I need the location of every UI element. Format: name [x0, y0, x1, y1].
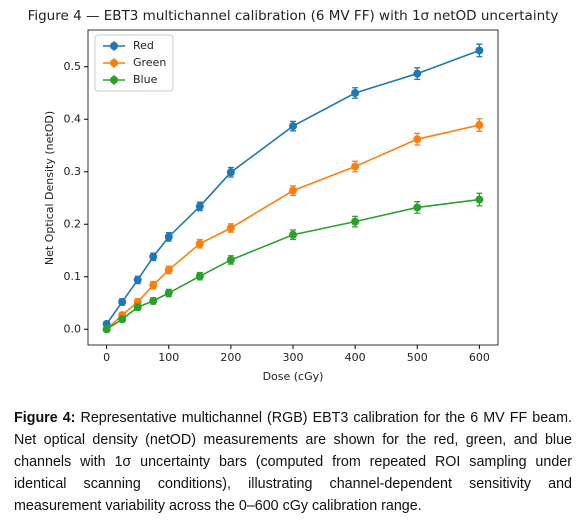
x-tick-label: 400 [345, 351, 366, 364]
legend-marker [110, 59, 118, 67]
marker [289, 186, 297, 195]
marker [195, 272, 204, 281]
y-axis-label: Net Optical Density (netOD) [43, 111, 56, 265]
marker [413, 203, 422, 212]
marker [149, 281, 158, 290]
marker [149, 296, 158, 305]
marker [133, 303, 142, 312]
x-tick-label: 100 [158, 351, 179, 364]
marker [195, 202, 204, 211]
marker [226, 255, 235, 264]
marker [133, 275, 142, 284]
legend-label: Green [133, 56, 166, 69]
marker [475, 121, 484, 130]
y-tick-label: 0.1 [64, 270, 82, 283]
marker [195, 239, 204, 248]
chart: Figure 4 — EBT3 multichannel calibration… [28, 8, 559, 383]
marker [351, 217, 360, 226]
chart-title: Figure 4 — EBT3 multichannel calibration… [28, 8, 559, 24]
marker [226, 168, 235, 177]
x-tick-label: 500 [407, 351, 428, 364]
marker [149, 252, 158, 261]
marker [118, 297, 127, 306]
legend-label: Blue [133, 73, 158, 86]
caption: Figure 4: Representative multichannel (R… [14, 407, 572, 517]
y-tick-label: 0.5 [64, 60, 82, 73]
x-tick-label: 600 [469, 351, 490, 364]
marker [102, 325, 111, 334]
marker [164, 289, 173, 298]
marker [475, 46, 484, 55]
series-line [106, 124, 480, 330]
marker [226, 223, 235, 232]
y-tick-label: 0.4 [64, 112, 82, 125]
caption-text: Representative multichannel (RGB) EBT3 c… [14, 410, 573, 514]
y-tick-label: 0.3 [64, 165, 82, 178]
marker [351, 162, 360, 171]
marker [118, 315, 127, 324]
series-line [106, 198, 480, 330]
x-tick-label: 200 [220, 351, 241, 364]
marker [413, 135, 422, 144]
x-axis-label: Dose (cGy) [263, 370, 324, 383]
x-tick-label: 300 [283, 351, 304, 364]
legend-marker [110, 42, 118, 50]
marker [289, 122, 297, 131]
marker [164, 265, 173, 274]
caption-label: Figure 4: [14, 410, 76, 426]
x-tick-label: 0 [103, 351, 110, 364]
y-tick-label: 0.0 [64, 322, 82, 335]
marker [475, 195, 484, 204]
legend-marker [110, 76, 118, 84]
legend-label: Red [133, 39, 154, 52]
y-tick-label: 0.2 [64, 217, 82, 230]
marker [289, 230, 297, 239]
marker [351, 89, 360, 97]
marker [164, 232, 173, 241]
marker [413, 69, 422, 78]
